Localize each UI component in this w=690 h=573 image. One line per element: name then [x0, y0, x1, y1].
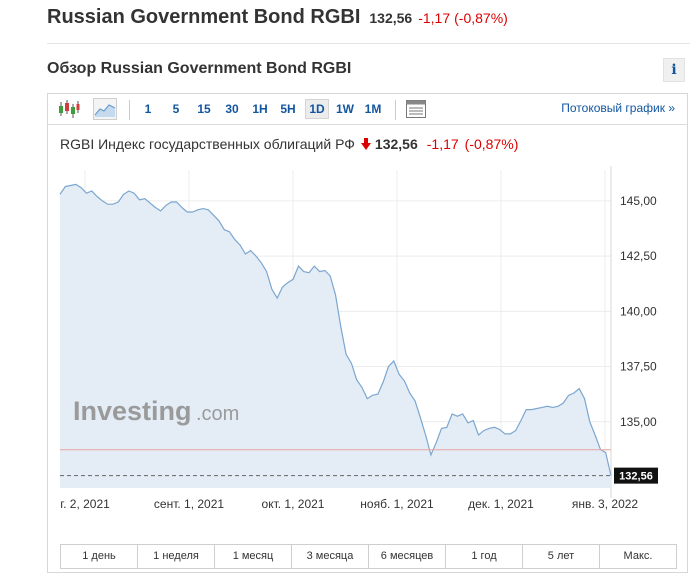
range-3-months[interactable]: 3 месяца	[291, 545, 368, 568]
watermark-brand: Investing	[73, 396, 192, 426]
range-6-months[interactable]: 6 месяцев	[368, 545, 445, 568]
interval-1d[interactable]: 1D	[305, 99, 329, 119]
y-tick-label: 135,00	[620, 415, 657, 429]
range-1-year[interactable]: 1 год	[445, 545, 522, 568]
header-change-percent: (-0,87%)	[454, 10, 508, 26]
page-title: Russian Government Bond RGBI	[47, 6, 361, 28]
price-area-fill	[60, 184, 611, 488]
chart-widget: 1 5 15 30 1H 5H 1D 1W 1M Потоковый графи…	[47, 93, 688, 573]
range-1-week[interactable]: 1 неделя	[137, 545, 214, 568]
interval-1mo[interactable]: 1M	[364, 102, 382, 116]
interval-1m[interactable]: 1	[144, 102, 152, 116]
interval-5h[interactable]: 5H	[280, 102, 296, 116]
x-tick-label: г. 2, 2021	[60, 497, 110, 511]
range-max[interactable]: Макс.	[599, 545, 676, 568]
interval-15m[interactable]: 15	[197, 102, 211, 116]
toolbar-divider	[129, 100, 130, 120]
range-5-years[interactable]: 5 лет	[522, 545, 599, 568]
instrument-name: RGBI Индекс государственных облигаций РФ	[60, 136, 355, 152]
interval-1w[interactable]: 1W	[336, 102, 354, 116]
candlestick-icon[interactable]	[57, 98, 81, 120]
y-tick-label: 142,50	[620, 249, 657, 263]
x-tick-label: янв. 3, 2022	[572, 497, 639, 511]
chart-change: -1,17	[426, 136, 459, 152]
y-tick-label: 137,50	[620, 360, 657, 374]
table-icon[interactable]	[404, 98, 428, 120]
x-tick-label: сент. 1, 2021	[154, 497, 224, 511]
y-tick-label: 145,00	[620, 194, 657, 208]
page-header: Russian Government Bond RGBI 132,56 -1,1…	[47, 6, 508, 36]
range-1-day[interactable]: 1 день	[82, 550, 116, 562]
header-divider	[47, 43, 690, 44]
investing-watermark: Investing .com	[73, 396, 239, 426]
chart-toolbar: 1 5 15 30 1H 5H 1D 1W 1M Потоковый графи…	[48, 94, 687, 125]
chart-change-percent: (-0,87%)	[464, 136, 519, 152]
info-button[interactable]: i	[663, 58, 685, 82]
header-price: 132,56	[369, 10, 413, 26]
arrow-down-icon	[360, 138, 371, 150]
streaming-chart-link[interactable]: Потоковый график »	[561, 101, 675, 115]
time-range-selector: 1 день 1 неделя 1 месяц 3 месяца 6 месяц…	[60, 544, 677, 569]
watermark-suffix: .com	[196, 403, 239, 425]
x-tick-label: дек. 1, 2021	[468, 497, 534, 511]
x-tick-label: окт. 1, 2021	[262, 497, 325, 511]
overview-title: Обзор Russian Government Bond RGBI	[47, 60, 352, 77]
x-tick-label: нояб. 1, 2021	[360, 497, 434, 511]
range-1-month[interactable]: 1 месяц	[214, 545, 291, 568]
y-tick-label: 140,00	[620, 304, 657, 318]
price-line	[59, 183, 612, 476]
chart-header: RGBI Индекс государственных облигаций РФ…	[60, 136, 518, 152]
toolbar-divider	[395, 100, 396, 120]
last-price-label: 132,56	[619, 471, 653, 483]
interval-5m[interactable]: 5	[172, 102, 180, 116]
header-change: -1,17	[418, 10, 451, 26]
area-chart-icon[interactable]	[93, 98, 117, 120]
price-chart[interactable]: 145,00 142,50 140,00 137,50 135,00 г. 2, 202…	[48, 156, 687, 516]
interval-1h[interactable]: 1H	[252, 102, 268, 116]
interval-30m[interactable]: 30	[225, 102, 239, 116]
chart-price: 132,56	[374, 136, 418, 152]
last-price-tag: 132,56	[614, 467, 658, 484]
